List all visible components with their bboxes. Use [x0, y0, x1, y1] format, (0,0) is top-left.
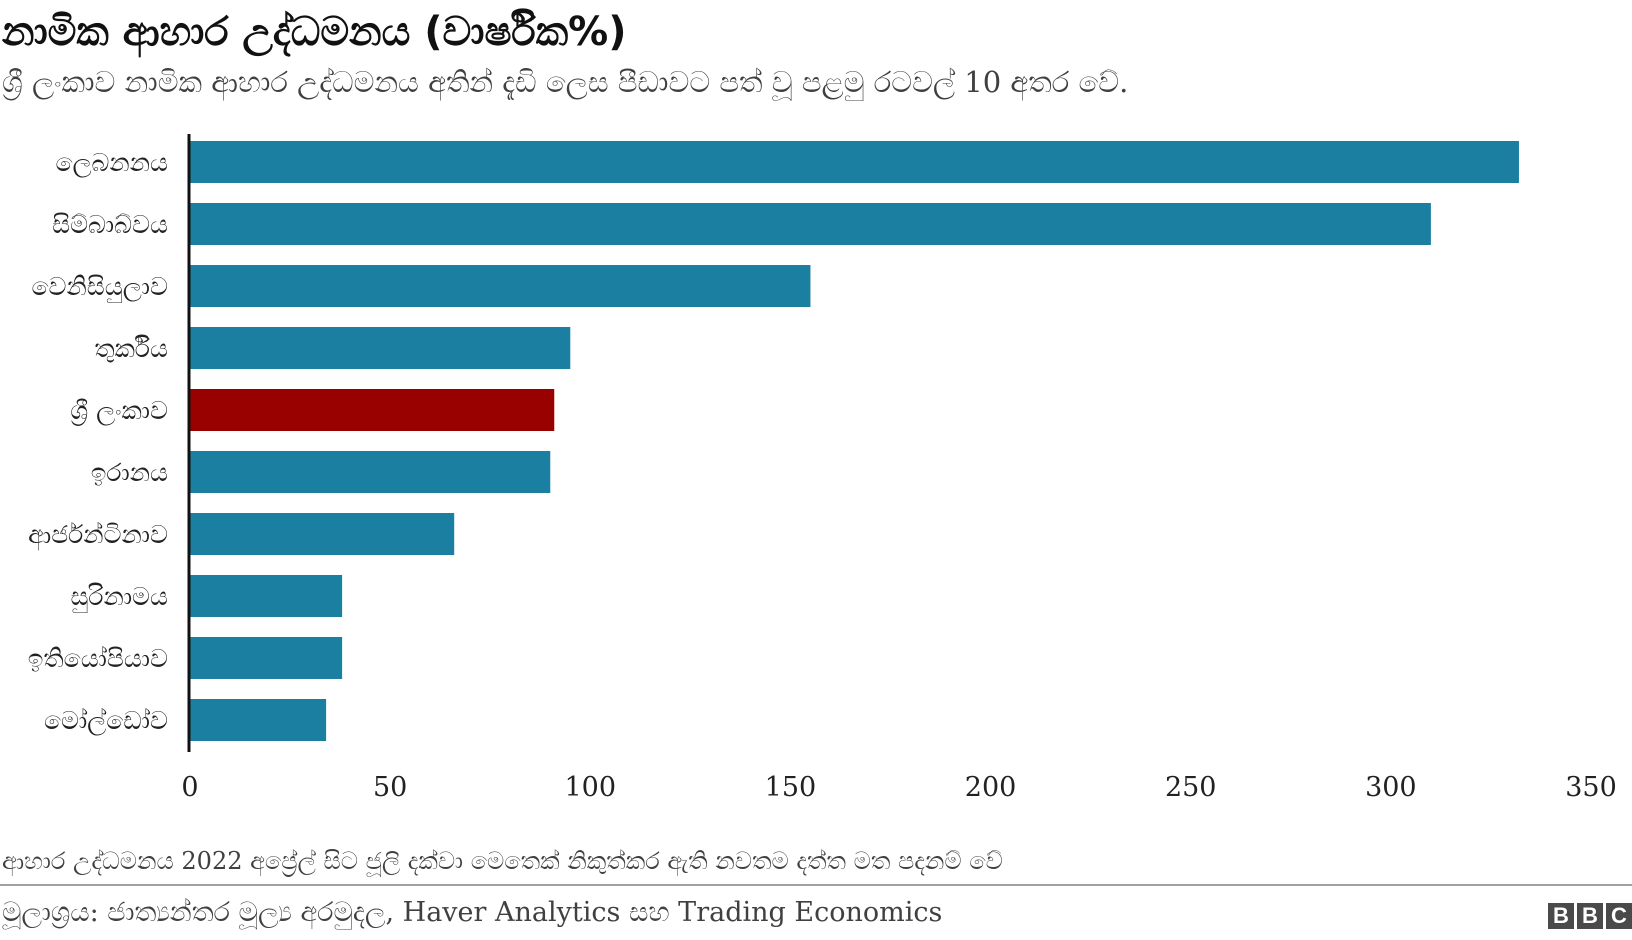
bar-5 [190, 389, 555, 431]
bar-10 [190, 699, 327, 741]
x-tick-label: 250 [1165, 772, 1217, 803]
bar-4 [190, 327, 571, 369]
x-tick-label: 0 [181, 772, 198, 803]
footer-divider [0, 884, 1632, 886]
category-label: ශ්‍රී ලංකාව [70, 396, 168, 427]
bar-1 [190, 141, 1519, 183]
bar-9 [190, 637, 343, 679]
bar-7 [190, 513, 455, 555]
bar-6 [190, 451, 551, 493]
chart-footnote: ආහාර උද්ධමනය 2022 අප්‍රේල් සිට ජූලි දක්ව… [2, 847, 1003, 875]
category-label: ලෙබනනය [55, 148, 168, 178]
chart-title: නාමික ආහාර උද්ධමනය (වාර්ෂික%) [2, 9, 627, 55]
bar-2 [190, 203, 1431, 245]
category-label: සිම්බාබ්වය [52, 210, 168, 239]
category-label: තුර්කිය [94, 334, 168, 363]
x-tick-label: 350 [1565, 772, 1617, 803]
chart-subtitle: ශ්‍රී ලංකාව නාමික ආහාර උද්ධමනය අතින් දැඩ… [2, 65, 1129, 99]
category-label: මෝල්ඩෝව [44, 706, 168, 736]
source-credit: මූලාශ්‍රය: ජාත්‍යන්තර මූල්‍ය අරමුදල, Hav… [2, 897, 943, 928]
category-label: සුරිනාමය [70, 582, 168, 613]
x-tick-label: 300 [1365, 772, 1417, 803]
bar-chart: ලෙබනනය සිම්බාබ්වය වෙනිසියුලාව තුර්කිය ශ්‍රී … [28, 134, 1617, 803]
bbc-logo-letter: B [1548, 903, 1574, 929]
x-tick-label: 100 [565, 772, 617, 803]
x-tick-label: 150 [765, 772, 817, 803]
category-label: ආර්ජන්ටිනාව [28, 520, 168, 551]
category-label: ඉරානය [91, 458, 168, 487]
category-label: වෙනිසියුලාව [31, 272, 168, 303]
bar-8 [190, 575, 343, 617]
bbc-logo: B B C [1548, 903, 1632, 929]
bbc-logo-letter: B [1577, 903, 1603, 929]
bar-3 [190, 265, 811, 307]
bbc-logo-letter: C [1606, 903, 1632, 929]
x-tick-label: 200 [965, 772, 1017, 803]
x-tick-label: 50 [373, 772, 407, 803]
category-label: ඉතියෝපියාව [28, 644, 168, 673]
